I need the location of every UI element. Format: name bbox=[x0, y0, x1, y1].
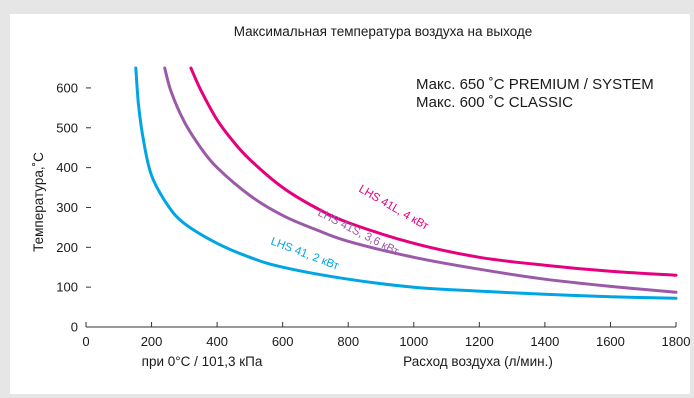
y-tick-label: 100 bbox=[56, 280, 78, 295]
x-tick-label: 800 bbox=[337, 334, 359, 349]
x-tick-label: 600 bbox=[272, 334, 294, 349]
note-classic: Макс. 600 ˚C CLASSIC bbox=[416, 94, 573, 111]
x-tick-label: 400 bbox=[206, 334, 228, 349]
y-axis-label: Температура,˚С bbox=[31, 152, 46, 252]
y-tick-label: 500 bbox=[56, 120, 78, 135]
series-label: LHS 41L, 4 кВт bbox=[357, 183, 431, 233]
plot-area: 0 100 200 300 400 500 600 0 200 400 600 800 1000 120… bbox=[56, 66, 690, 349]
chart-card: Максимальная температура воздуха на выхо… bbox=[10, 14, 690, 394]
series-line bbox=[134, 66, 678, 300]
y-tick-label: 600 bbox=[56, 80, 78, 95]
chart-svg: Максимальная температура воздуха на выхо… bbox=[31, 24, 690, 369]
series-label: LHS 41S, 3,6 кВт bbox=[316, 207, 402, 259]
y-tick-label: 0 bbox=[71, 320, 78, 335]
x-tick-label: 0 bbox=[82, 334, 89, 349]
x-tick-label: 1600 bbox=[596, 334, 625, 349]
note-premium: Макс. 650 ˚C PREMIUM / SYSTEM bbox=[416, 76, 654, 93]
x-axis-label: Расход воздуха (л/мин.) bbox=[403, 354, 553, 369]
x-ticks: 0 200 400 600 800 1000 1200 1400 1600 1800 bbox=[82, 322, 690, 349]
x-tick-label: 1200 bbox=[465, 334, 494, 349]
y-tick-label: 400 bbox=[56, 160, 78, 175]
x-axis-prefix: при 0°C / 101,3 кПа bbox=[142, 354, 263, 369]
y-ticks: 0 100 200 300 400 500 600 bbox=[56, 80, 91, 335]
x-tick-label: 1000 bbox=[399, 334, 428, 349]
x-tick-label: 200 bbox=[141, 334, 163, 349]
series-lines bbox=[134, 66, 678, 300]
y-tick-label: 300 bbox=[56, 200, 78, 215]
y-tick-label: 200 bbox=[56, 240, 78, 255]
chart-title: Максимальная температура воздуха на выхо… bbox=[234, 24, 533, 39]
series-line bbox=[189, 66, 678, 277]
x-tick-label: 1400 bbox=[530, 334, 559, 349]
x-tick-label: 1800 bbox=[662, 334, 690, 349]
series-line bbox=[163, 66, 678, 294]
